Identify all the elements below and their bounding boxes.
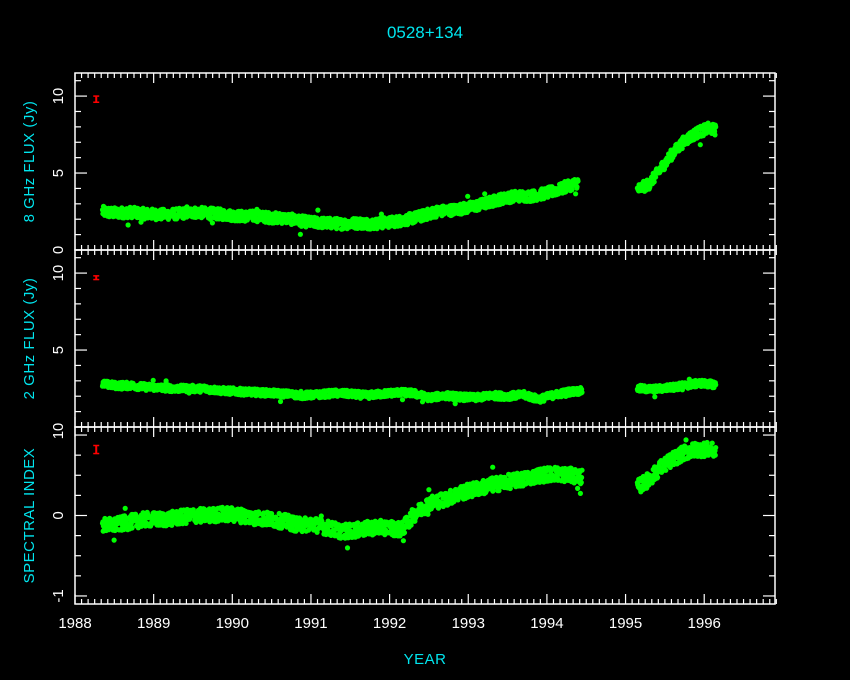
data-point [355,520,361,526]
y-tick-label: 5 [50,346,67,354]
data-point [315,207,321,213]
data-point [652,394,658,400]
data-point [297,231,303,237]
data-point [563,393,569,399]
y-tick-label: 10 [50,88,67,105]
data-point [579,389,585,395]
chart-title: 0528+134 [387,23,463,42]
panel-2: 0 5 10 2 GHz FLUX (Jy) [21,249,777,431]
y-tick-label: 0 [50,511,67,519]
y-axis-label: 2 GHz FLUX (Jy) [21,278,38,400]
data-point [680,139,686,145]
data-point [526,390,532,396]
data-point [163,378,169,384]
data-series [99,376,719,407]
data-point [125,222,131,228]
error-bar [93,444,100,455]
data-point [712,132,718,138]
data-point [186,390,192,396]
data-point [150,377,156,383]
y-tick-label: 10 [50,265,67,282]
data-point [569,187,575,193]
data-point [201,383,207,389]
data-point [686,376,692,382]
data-point [138,219,144,225]
data-point [119,386,125,392]
data-point [254,206,260,212]
error-bar [93,95,100,103]
data-point [408,522,414,528]
data-point [713,382,719,388]
data-point [573,191,579,197]
y-tick-label: 0 [50,423,67,431]
y-tick-label: 0 [50,246,67,254]
data-point [653,174,659,180]
data-point [105,213,111,219]
data-point [399,397,406,403]
data-point [651,179,657,185]
data-point [378,211,384,217]
data-series [99,120,719,237]
data-point [419,399,426,405]
data-point [373,222,379,228]
y-axis-label: 8 GHz FLUX (Jy) [21,101,38,223]
error-bar [93,275,100,281]
data-point [457,397,463,403]
data-point [697,142,703,148]
data-point [401,530,408,536]
data-point [574,184,580,190]
y-tick-label: 5 [50,169,67,177]
data-point [562,179,568,185]
data-point [393,222,399,228]
data-point [277,398,284,405]
data-point [306,527,312,533]
panel-1: 0 5 10 8 GHz FLUX (Jy) [21,72,777,254]
data-series [99,437,719,551]
data-point [169,522,175,528]
data-point [575,178,581,184]
data-point [482,191,488,197]
data-point [334,226,340,232]
data-point [298,388,304,394]
data-point [207,216,213,222]
data-point [679,387,686,393]
data-point [184,204,190,210]
data-point [713,124,719,130]
data-point [129,525,135,531]
data-point [452,401,458,407]
y-tick-label: -1 [50,589,67,602]
y-tick-label: 1 [50,431,67,439]
data-point [679,145,685,152]
y-axis-label: SPECTRAL INDEX [21,448,38,584]
data-point [571,391,577,397]
data-point [465,193,471,199]
x-axis-label: YEAR [404,651,447,668]
data-point [219,504,225,510]
